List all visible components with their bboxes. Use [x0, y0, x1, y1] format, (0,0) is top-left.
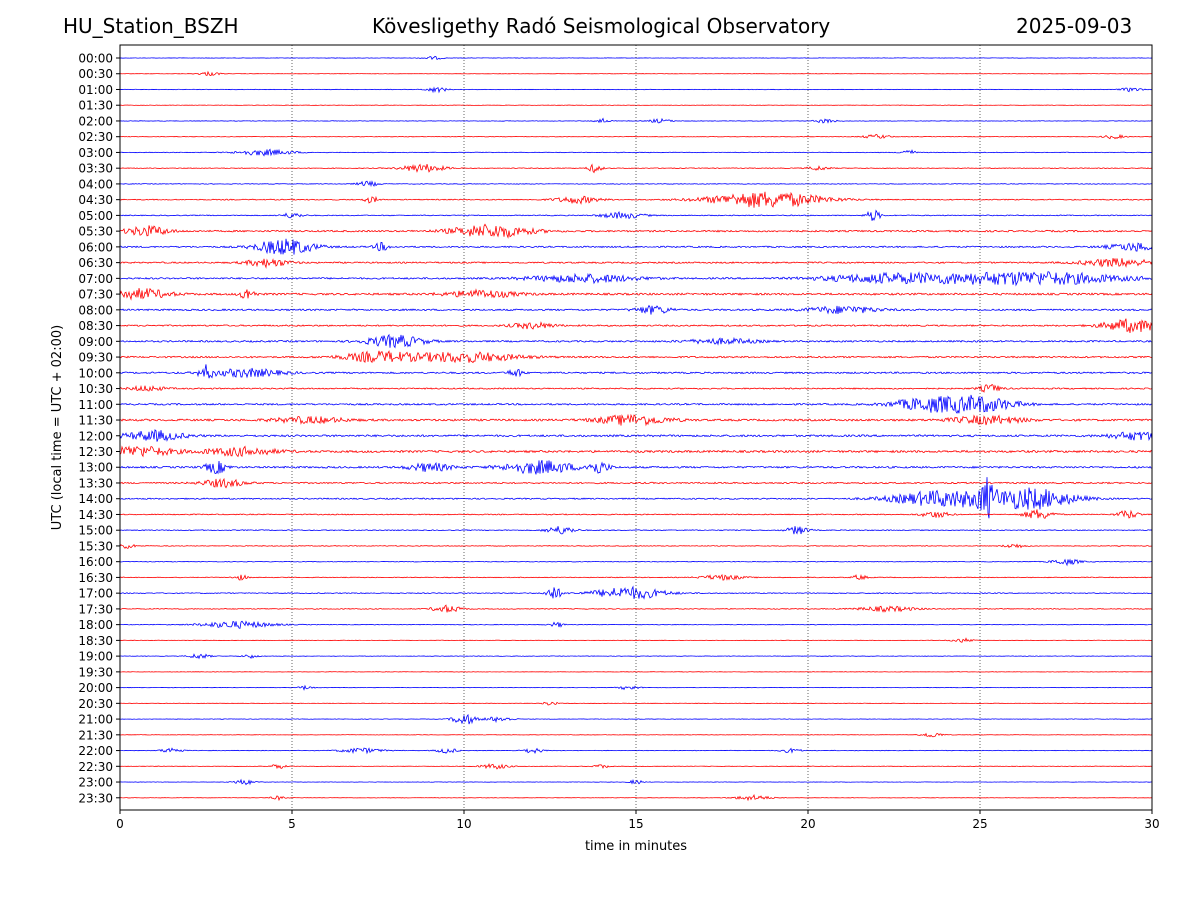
y-tick-label: 12:00: [78, 429, 113, 443]
trace-1730: [119, 604, 1153, 613]
x-tick-label: 0: [116, 817, 124, 831]
y-tick-label: 18:30: [78, 634, 113, 648]
trace-2300: [119, 778, 1153, 786]
trace-layer: [119, 55, 1153, 802]
y-tick-label: 05:30: [78, 225, 113, 239]
y-tick-label: 06:00: [78, 240, 113, 254]
y-tick-label: 18:00: [78, 618, 113, 632]
trace-0500: [119, 209, 1153, 221]
y-tick-label: 21:00: [78, 713, 113, 727]
trace-2130: [119, 732, 1153, 738]
x-tick-label: 5: [288, 817, 296, 831]
x-tick-label: 25: [972, 817, 987, 831]
y-tick-label: 15:00: [78, 524, 113, 538]
y-tick-label: 14:00: [78, 492, 113, 506]
trace-2030: [119, 701, 1153, 706]
y-tick-label: 23:30: [78, 791, 113, 805]
y-tick-label: 03:00: [78, 146, 113, 160]
y-tick-label: 15:30: [78, 539, 113, 553]
station-name: HU_Station_BSZH: [63, 14, 239, 38]
y-tick-label: 07:00: [78, 272, 113, 286]
y-tick-label: 13:00: [78, 461, 113, 475]
trace-1830: [119, 637, 1153, 643]
trace-1230: [119, 445, 1153, 458]
x-axis-label: time in minutes: [585, 839, 687, 854]
x-tick-label: 15: [628, 817, 643, 831]
y-tick-label: 22:00: [78, 744, 113, 758]
trace-1400: [119, 477, 1153, 519]
trace-1630: [119, 573, 1153, 581]
y-tick-label: 01:30: [78, 99, 113, 113]
x-tick-label: 30: [1144, 817, 1159, 831]
trace-1500: [119, 526, 1153, 535]
y-tick-label: 01:00: [78, 83, 113, 97]
trace-2330: [119, 794, 1153, 802]
vertical-gridlines: [291, 45, 981, 810]
trace-1330: [119, 477, 1153, 489]
trace-1700: [119, 585, 1153, 600]
y-tick-label: 21:30: [78, 728, 113, 742]
y-tick-label: 14:30: [78, 508, 113, 522]
trace-0700: [119, 271, 1153, 287]
chart-date: 2025-09-03: [1016, 14, 1133, 38]
y-tick-label: 23:00: [78, 776, 113, 790]
chart-title: Kövesligethy Radó Seismological Observat…: [372, 14, 831, 38]
y-tick-label: 00:30: [78, 67, 113, 81]
x-axis: 0 5 10 15 20 25 30: [116, 810, 1160, 831]
trace-1300: [119, 460, 1153, 475]
y-tick-label: 07:30: [78, 288, 113, 302]
y-tick-label: 00:00: [78, 52, 113, 66]
y-tick-label: 03:30: [78, 162, 113, 176]
x-tick-label: 20: [800, 817, 815, 831]
y-tick-label: 10:00: [78, 366, 113, 380]
y-tick-label: 13:30: [78, 476, 113, 490]
y-tick-label: 17:30: [78, 602, 113, 616]
trace-1100: [119, 394, 1153, 414]
trace-1530: [119, 543, 1153, 549]
trace-0230: [119, 133, 1153, 140]
y-tick-label: 09:00: [78, 335, 113, 349]
y-tick-label: 17:00: [78, 587, 113, 601]
trace-0430: [119, 191, 1153, 208]
y-tick-label: 16:00: [78, 555, 113, 569]
trace-0900: [119, 333, 1153, 349]
y-tick-label: 11:00: [78, 398, 113, 412]
trace-1030: [119, 383, 1153, 393]
trace-2230: [119, 763, 1153, 770]
y-tick-label: 20:00: [78, 681, 113, 695]
trace-1900: [119, 653, 1153, 660]
trace-0030: [119, 70, 1153, 77]
y-tick-label: 06:30: [78, 256, 113, 270]
y-tick-label: 02:00: [78, 114, 113, 128]
y-tick-label: 11:30: [78, 414, 113, 428]
trace-0000: [119, 55, 1153, 61]
y-tick-label: 02:30: [78, 130, 113, 144]
trace-2100: [119, 713, 1153, 725]
y-tick-label: 20:30: [78, 697, 113, 711]
x-tick-label: 10: [456, 817, 471, 831]
y-tick-label: 19:30: [78, 665, 113, 679]
y-tick-label: 09:30: [78, 351, 113, 365]
y-tick-label: 12:30: [78, 445, 113, 459]
trace-0100: [119, 86, 1153, 94]
y-tick-label: 10:30: [78, 382, 113, 396]
trace-0530: [119, 223, 1153, 239]
y-tick-label: 04:30: [78, 193, 113, 207]
y-tick-label: 08:00: [78, 303, 113, 317]
y-tick-label: 22:30: [78, 760, 113, 774]
y-tick-label: 04:00: [78, 177, 113, 191]
y-tick-label: 05:00: [78, 209, 113, 223]
trace-1430: [119, 509, 1153, 519]
y-tick-label: 19:00: [78, 650, 113, 664]
y-tick-label: 16:30: [78, 571, 113, 585]
y-axis-label: UTC (local time = UTC + 02:00): [50, 325, 65, 530]
trace-0300: [119, 148, 1153, 157]
trace-0630: [119, 258, 1153, 269]
y-tick-label: 08:30: [78, 319, 113, 333]
